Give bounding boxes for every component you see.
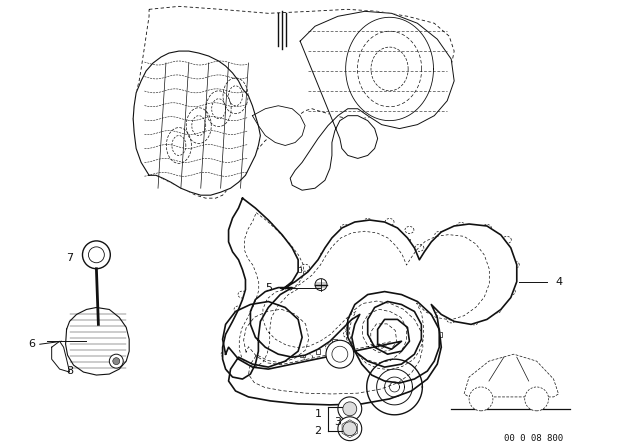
Circle shape	[326, 340, 354, 368]
Bar	[412, 255, 417, 260]
Bar	[283, 255, 288, 260]
Text: 8: 8	[66, 366, 73, 376]
Bar	[367, 229, 372, 234]
Bar	[283, 345, 288, 350]
Polygon shape	[464, 354, 559, 397]
Text: 4: 4	[555, 277, 562, 287]
Bar	[300, 352, 305, 357]
Bar	[305, 279, 310, 284]
Bar	[303, 365, 308, 369]
Bar	[375, 323, 380, 326]
Text: 6: 6	[28, 339, 35, 349]
Bar	[422, 369, 427, 374]
Polygon shape	[133, 51, 260, 195]
Bar	[352, 363, 357, 367]
Bar	[276, 359, 281, 363]
Bar	[387, 229, 392, 234]
Circle shape	[343, 402, 356, 416]
Circle shape	[469, 387, 493, 411]
Bar	[432, 315, 436, 320]
Circle shape	[343, 422, 356, 435]
Polygon shape	[252, 106, 305, 146]
Bar	[405, 239, 410, 244]
Bar	[317, 267, 323, 272]
Bar	[402, 379, 407, 383]
Bar	[365, 310, 370, 314]
Circle shape	[338, 397, 362, 421]
Text: 2: 2	[314, 426, 321, 436]
Bar	[355, 352, 360, 357]
Bar	[330, 255, 335, 260]
Polygon shape	[290, 11, 454, 190]
Circle shape	[83, 241, 110, 269]
Bar	[256, 317, 261, 322]
Bar	[369, 353, 374, 357]
Polygon shape	[223, 198, 516, 383]
Text: 00 0 08 800: 00 0 08 800	[504, 434, 563, 443]
Bar	[365, 366, 370, 371]
Circle shape	[338, 417, 362, 441]
Bar	[258, 302, 263, 307]
Bar	[342, 246, 348, 250]
Bar	[332, 339, 337, 344]
Bar	[258, 352, 263, 356]
Bar	[425, 302, 430, 307]
Bar	[352, 237, 357, 242]
Circle shape	[525, 387, 548, 411]
Text: 1: 1	[314, 409, 321, 419]
Bar	[435, 347, 440, 352]
Bar	[328, 367, 332, 371]
Bar	[266, 318, 271, 321]
Bar	[278, 337, 283, 341]
Bar	[296, 267, 301, 272]
Circle shape	[113, 358, 120, 365]
Circle shape	[109, 354, 124, 368]
Text: 5: 5	[265, 283, 272, 293]
Bar	[377, 339, 382, 343]
Text: 3: 3	[334, 417, 341, 427]
Circle shape	[315, 279, 327, 291]
Polygon shape	[223, 292, 441, 405]
Text: 7: 7	[66, 253, 73, 263]
Bar	[316, 349, 321, 353]
Polygon shape	[65, 307, 129, 375]
Bar	[352, 306, 357, 310]
Bar	[436, 332, 442, 337]
Bar	[355, 335, 360, 340]
Bar	[266, 332, 271, 337]
Bar	[382, 377, 387, 382]
Polygon shape	[52, 341, 70, 372]
